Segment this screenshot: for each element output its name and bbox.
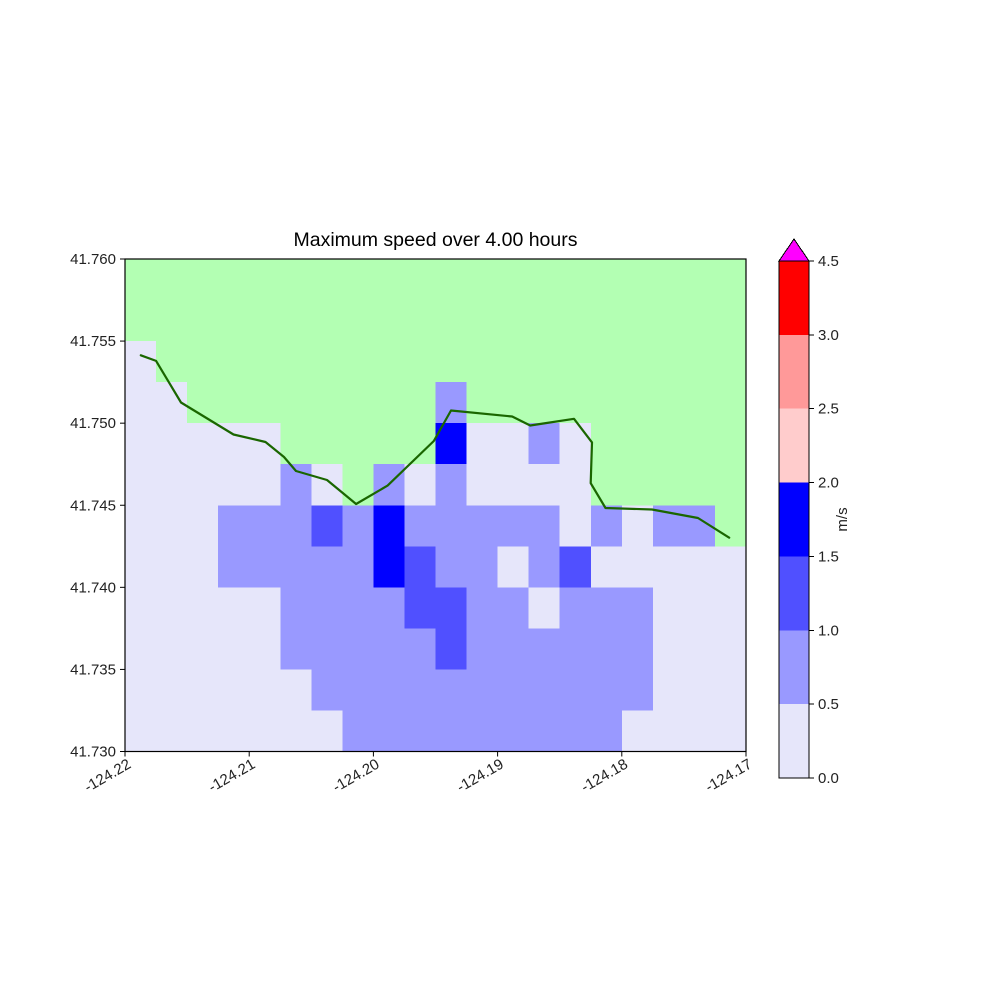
svg-text:41.740: 41.740 xyxy=(70,579,116,596)
svg-text:41.735: 41.735 xyxy=(70,661,116,678)
svg-text:1.0: 1.0 xyxy=(818,622,839,639)
svg-text:-124.22: -124.22 xyxy=(81,756,134,796)
svg-text:m/s: m/s xyxy=(834,507,851,531)
svg-text:-124.18: -124.18 xyxy=(578,756,631,796)
svg-text:4.5: 4.5 xyxy=(818,253,839,270)
svg-text:41.750: 41.750 xyxy=(70,415,116,432)
svg-text:0.0: 0.0 xyxy=(818,770,839,787)
svg-text:3.0: 3.0 xyxy=(818,327,839,344)
svg-text:41.745: 41.745 xyxy=(70,497,116,514)
svg-text:1.5: 1.5 xyxy=(818,548,839,565)
svg-text:0.5: 0.5 xyxy=(818,696,839,713)
svg-text:2.5: 2.5 xyxy=(818,401,839,418)
svg-text:41.755: 41.755 xyxy=(70,333,116,350)
svg-text:-124.17: -124.17 xyxy=(702,756,755,796)
svg-text:-124.20: -124.20 xyxy=(330,756,383,796)
svg-text:41.760: 41.760 xyxy=(70,251,116,268)
svg-text:2.0: 2.0 xyxy=(818,475,839,492)
svg-text:-124.19: -124.19 xyxy=(454,756,507,796)
svg-text:41.730: 41.730 xyxy=(70,744,116,761)
svg-text:Maximum speed over 4.00 hours: Maximum speed over 4.00 hours xyxy=(294,229,578,251)
svg-text:-124.21: -124.21 xyxy=(206,756,259,796)
